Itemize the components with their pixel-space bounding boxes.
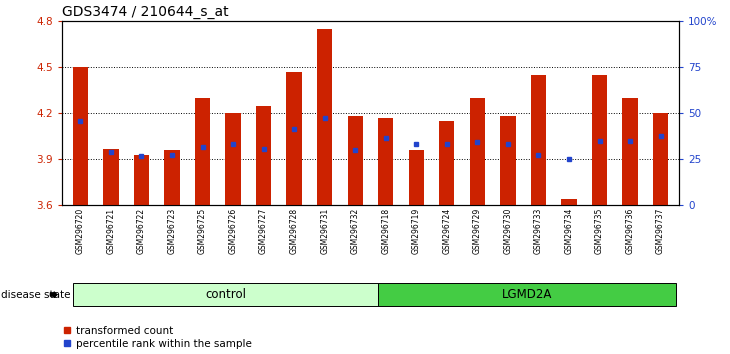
Bar: [531, 75, 546, 205]
Bar: [592, 75, 607, 205]
Text: GDS3474 / 210644_s_at: GDS3474 / 210644_s_at: [62, 5, 228, 19]
Bar: [378, 118, 393, 205]
Bar: [134, 155, 149, 205]
Text: LGMD2A: LGMD2A: [502, 288, 552, 301]
Legend: transformed count, percentile rank within the sample: transformed count, percentile rank withi…: [64, 326, 252, 349]
Bar: [286, 72, 301, 205]
Bar: [653, 113, 668, 205]
Bar: [500, 116, 515, 205]
Bar: [164, 150, 180, 205]
Bar: [103, 149, 118, 205]
Bar: [623, 98, 638, 205]
Bar: [226, 113, 241, 205]
Bar: [347, 116, 363, 205]
Bar: [73, 67, 88, 205]
Bar: [561, 199, 577, 205]
Text: control: control: [205, 288, 246, 301]
Text: disease state: disease state: [1, 290, 70, 300]
Bar: [469, 98, 485, 205]
Bar: [256, 105, 272, 205]
Bar: [317, 29, 332, 205]
Bar: [409, 150, 424, 205]
Bar: [439, 121, 455, 205]
Bar: [195, 98, 210, 205]
